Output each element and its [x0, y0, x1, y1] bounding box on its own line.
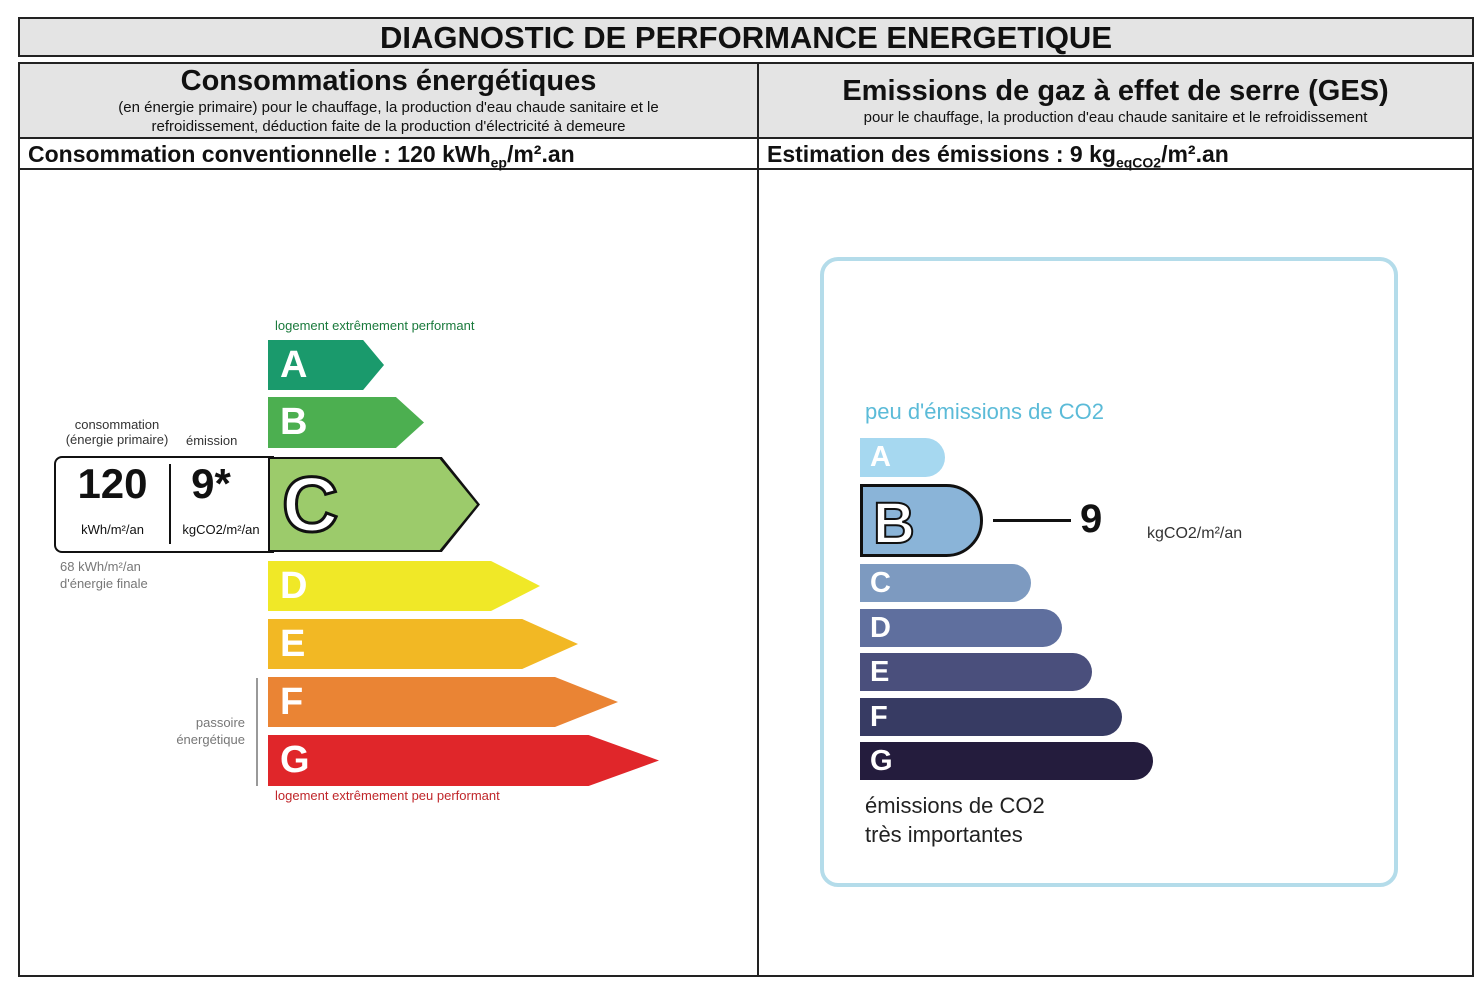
energy-class-f: F — [268, 677, 618, 727]
energy-top-label: logement extrêmement performant — [275, 318, 475, 333]
final-energy: 68 kWh/m²/an d'énergie finale — [60, 559, 148, 591]
consumption-label: consommation (énergie primaire) — [65, 417, 169, 447]
emission-unit: kgCO2/m²/an — [182, 522, 260, 537]
consumption-unit: kWh/m²/an — [81, 522, 144, 537]
ges-bottom-line2: très importantes — [865, 822, 1023, 847]
ges-header: Emissions de gaz à effet de serre (GES) … — [759, 64, 1472, 139]
energy-class-d: D — [268, 561, 540, 611]
page-title: DIAGNOSTIC DE PERFORMANCE ENERGETIQUE — [18, 17, 1474, 57]
emission-value: 9* — [191, 460, 231, 507]
energy-header: Consommations énergétiques (en énergie p… — [20, 64, 757, 139]
ges-value: 9 — [1080, 497, 1103, 541]
ges-class-e: E — [860, 653, 1092, 691]
energy-class-b: B — [268, 397, 424, 448]
energy-class-c: C — [270, 459, 477, 550]
energy-subheading: (en énergie primaire) pour le chauffage,… — [118, 99, 659, 135]
ges-class-d: D — [860, 609, 1062, 647]
energy-bottom-label: logement extrêmement peu performant — [275, 788, 500, 803]
ges-subheading: pour le chauffage, la production d'eau c… — [863, 109, 1368, 126]
ges-bottom-label: émissions de CO2 très importantes — [865, 791, 1045, 849]
line-text: Estimation des émissions : 9 kg — [767, 141, 1116, 167]
line-sub: eqCO2 — [1115, 154, 1162, 171]
ges-unit: kgCO2/m²/an — [1147, 525, 1243, 542]
ges-top-label: peu d'émissions de CO2 — [865, 399, 1104, 424]
ges-pointer-line — [993, 519, 1071, 522]
line-suffix: /m².an — [1161, 141, 1229, 167]
passoire-divider — [256, 678, 258, 786]
ges-class-g: G — [860, 742, 1153, 780]
line-text: Consommation conventionnelle : 120 kWh — [28, 141, 491, 167]
energy-class-e: E — [268, 619, 578, 669]
emission-label: émission — [186, 433, 238, 448]
value-box: 120 kWh/m²/an 9* kgCO2/m²/an — [54, 456, 274, 553]
energy-class-a: A — [268, 340, 384, 390]
energy-panel: Consommations énergétiques (en énergie p… — [18, 62, 759, 977]
ges-emission-line: Estimation des émissions : 9 kgeqCO2/m².… — [759, 139, 1472, 171]
ges-class-f: F — [860, 698, 1122, 736]
ges-frame — [820, 257, 1398, 887]
line-suffix: /m².an — [506, 141, 575, 167]
ges-class-a: A — [860, 438, 945, 477]
consumption-value: 120 — [77, 460, 148, 507]
energy-consumption-line: Consommation conventionnelle : 120 kWhep… — [20, 139, 757, 171]
energy-heading: Consommations énergétiques — [180, 65, 597, 97]
line-sub: ep — [490, 154, 507, 171]
ges-class-b: B — [860, 484, 983, 557]
passoire-label: passoire énergétique — [176, 715, 245, 747]
ges-bottom-line1: émissions de CO2 — [865, 793, 1045, 818]
ges-class-c: C — [860, 564, 1031, 602]
ges-heading: Emissions de gaz à effet de serre (GES) — [842, 75, 1389, 107]
ges-panel: Emissions de gaz à effet de serre (GES) … — [757, 62, 1474, 977]
energy-class-g: G — [268, 735, 659, 786]
